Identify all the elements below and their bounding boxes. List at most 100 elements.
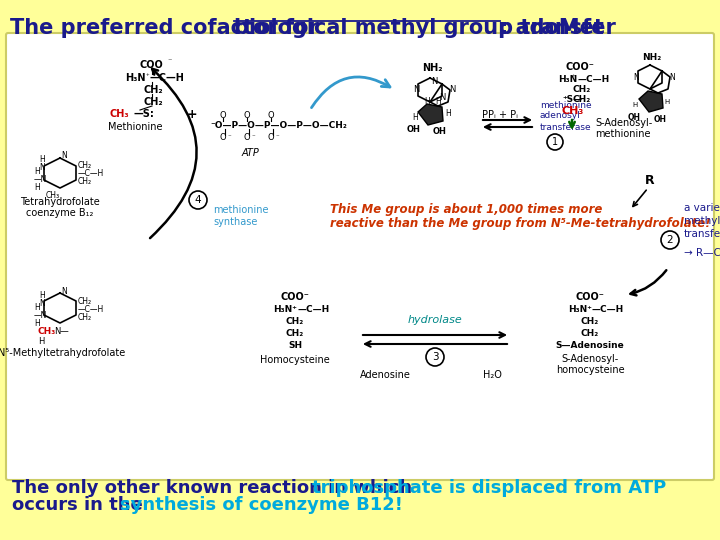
- Text: O: O: [243, 133, 251, 143]
- Text: ⁻: ⁻: [276, 134, 280, 140]
- Text: NH₂: NH₂: [422, 63, 442, 73]
- Text: CH₂: CH₂: [78, 313, 92, 321]
- Text: 2: 2: [667, 235, 673, 245]
- Text: N: N: [669, 72, 675, 82]
- Text: H₃N: H₃N: [558, 75, 577, 84]
- Text: OH: OH: [628, 112, 641, 122]
- Text: synthase: synthase: [213, 217, 257, 227]
- Text: COO⁻: COO⁻: [575, 292, 604, 302]
- Text: H: H: [424, 98, 430, 106]
- Text: H: H: [34, 167, 40, 177]
- Text: ⁻: ⁻: [228, 134, 232, 140]
- Text: ATP: ATP: [241, 148, 259, 158]
- Text: N: N: [431, 78, 437, 86]
- Text: H: H: [39, 291, 45, 300]
- Text: N: N: [39, 299, 45, 307]
- Text: H: H: [664, 99, 670, 105]
- Text: CH₂: CH₂: [581, 328, 599, 338]
- Text: CH₂: CH₂: [286, 316, 304, 326]
- Text: a variety of: a variety of: [684, 203, 720, 213]
- Text: N: N: [438, 93, 445, 103]
- FancyBboxPatch shape: [6, 33, 714, 480]
- Text: COO: COO: [140, 60, 163, 70]
- Text: H: H: [34, 184, 40, 192]
- Text: CH₂: CH₂: [78, 296, 92, 306]
- Text: ⁺: ⁺: [146, 74, 150, 80]
- Text: CH₃: CH₃: [38, 327, 56, 335]
- Text: CH₃: CH₃: [110, 109, 130, 119]
- Text: methionine: methionine: [595, 129, 650, 139]
- Text: The preferred cofactor for: The preferred cofactor for: [10, 18, 326, 38]
- Text: CH₂: CH₂: [144, 85, 163, 95]
- Text: H₃N⁺: H₃N⁺: [273, 305, 297, 314]
- Text: H: H: [435, 98, 441, 106]
- Text: methionine: methionine: [213, 205, 269, 215]
- Text: triphosphate is displaced from ATP: triphosphate is displaced from ATP: [312, 479, 667, 497]
- Text: CH₂: CH₂: [581, 316, 599, 326]
- Text: synthesis of coenzyme B12!: synthesis of coenzyme B12!: [120, 496, 402, 514]
- Text: —S:: —S:: [134, 109, 155, 119]
- Text: N: N: [633, 72, 639, 82]
- Text: H: H: [34, 319, 40, 327]
- Text: H: H: [445, 110, 451, 118]
- Text: ⁻O—P—O—P—O—P—O—CH₂: ⁻O—P—O—P—O—P—O—CH₂: [210, 120, 347, 130]
- Text: ⁻: ⁻: [167, 57, 171, 65]
- Text: CH₃: CH₃: [46, 192, 60, 200]
- Text: H₃N: H₃N: [125, 73, 145, 83]
- Text: N—: N—: [54, 327, 68, 335]
- Text: O: O: [268, 111, 274, 119]
- Text: H: H: [34, 302, 40, 312]
- Text: O: O: [220, 111, 226, 119]
- Text: ⁺: ⁺: [572, 75, 576, 81]
- Text: H₃N⁺: H₃N⁺: [568, 305, 592, 314]
- Text: ⁻: ⁻: [252, 134, 256, 140]
- Text: N: N: [61, 287, 67, 295]
- Text: adenosyl: adenosyl: [540, 111, 581, 120]
- Polygon shape: [418, 104, 443, 125]
- Text: N: N: [39, 164, 45, 172]
- FancyArrowPatch shape: [312, 77, 390, 107]
- Text: —N: —N: [34, 310, 48, 320]
- FancyArrowPatch shape: [150, 69, 197, 238]
- Text: N⁵-Methyltetrahydrofolate: N⁵-Methyltetrahydrofolate: [0, 348, 125, 358]
- Text: biological methyl group transfer: biological methyl group transfer: [234, 18, 616, 38]
- Text: N: N: [413, 85, 419, 94]
- Text: S-Adenosyl-: S-Adenosyl-: [595, 118, 652, 128]
- Text: transferases: transferases: [684, 229, 720, 239]
- Text: H: H: [632, 102, 637, 108]
- Text: H₂O: H₂O: [482, 370, 501, 380]
- Text: CH₃: CH₃: [562, 106, 584, 116]
- Text: methyl: methyl: [684, 216, 720, 226]
- Text: This Me group is about 1,000 times more: This Me group is about 1,000 times more: [330, 204, 603, 217]
- Text: H: H: [38, 336, 45, 346]
- FancyArrowPatch shape: [631, 270, 666, 295]
- Text: CH₂: CH₂: [573, 94, 591, 104]
- Text: CH₂: CH₂: [573, 84, 591, 93]
- Text: Tetrahydrofolate: Tetrahydrofolate: [20, 197, 100, 207]
- Text: —C—H: —C—H: [78, 305, 104, 314]
- Text: R: R: [645, 173, 654, 186]
- Text: COO⁻: COO⁻: [281, 292, 310, 302]
- FancyArrowPatch shape: [633, 190, 647, 206]
- Text: CH₂: CH₂: [78, 161, 92, 171]
- Text: SH: SH: [288, 341, 302, 349]
- Text: methionine: methionine: [540, 100, 592, 110]
- Text: S-Adenosyl-: S-Adenosyl-: [562, 354, 618, 364]
- Text: 4: 4: [194, 195, 202, 205]
- Text: H: H: [412, 112, 418, 122]
- Text: OH: OH: [433, 127, 447, 137]
- Text: O: O: [220, 133, 226, 143]
- Text: —C—H: —C—H: [297, 305, 329, 314]
- Text: Methionine: Methionine: [108, 122, 162, 132]
- Text: Adenosine: Adenosine: [359, 370, 410, 380]
- Text: OH: OH: [654, 114, 667, 124]
- Text: CH₂: CH₂: [144, 97, 163, 107]
- Text: N: N: [449, 85, 455, 94]
- Text: —N: —N: [34, 176, 48, 185]
- Text: CH₂: CH₂: [286, 328, 304, 338]
- Text: O: O: [268, 133, 274, 143]
- Text: hydrolase: hydrolase: [408, 315, 462, 325]
- Polygon shape: [639, 91, 663, 112]
- Text: S—Adenosine: S—Adenosine: [556, 341, 624, 349]
- Text: transferase: transferase: [540, 123, 592, 132]
